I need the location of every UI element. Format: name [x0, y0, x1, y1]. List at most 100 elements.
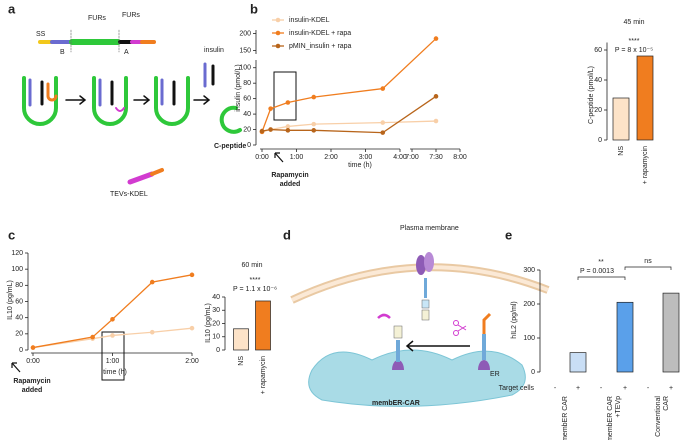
shape — [457, 324, 467, 332]
point — [311, 128, 317, 133]
y-tick-label: 20 — [243, 126, 251, 133]
bar — [616, 301, 634, 373]
y-tick-label: 40 — [212, 294, 220, 301]
shape — [308, 349, 526, 407]
x-tick-label: 0:00 — [255, 154, 269, 161]
label: Plasma membrane — [400, 225, 459, 232]
label: C-peptide — [214, 143, 246, 150]
label: insulin — [204, 47, 224, 54]
annotation: **** — [629, 38, 640, 45]
panel-labels: a b c d e — [8, 1, 512, 242]
annotation: added — [22, 387, 43, 394]
category-label: - — [600, 385, 603, 392]
bar — [255, 300, 271, 351]
label: FURs — [88, 15, 106, 22]
y-axis-label: C-peptide (pmol/L) — [588, 66, 595, 124]
arrow — [274, 152, 284, 163]
y-axis-label: insulin (pmol/L) — [235, 64, 242, 111]
shape — [453, 320, 459, 326]
bar — [612, 97, 630, 141]
point — [380, 120, 386, 125]
shape — [416, 255, 426, 275]
point — [285, 128, 291, 133]
series-line — [32, 327, 193, 349]
bracket — [577, 276, 626, 280]
arrow-head — [274, 152, 280, 158]
x-tick-label: 1:00 — [290, 154, 304, 161]
shape — [127, 171, 155, 185]
y-axis-label: IL10 (pg/mL) — [205, 303, 212, 343]
point — [311, 121, 317, 127]
shape — [424, 252, 434, 272]
y-tick-label: 60 — [15, 298, 23, 305]
legend-label: insulin-KDEL + rapa — [289, 30, 351, 37]
shape — [421, 299, 430, 309]
shape — [115, 107, 125, 112]
series-line — [261, 38, 437, 133]
y-tick-label: 0 — [216, 347, 220, 354]
point — [433, 94, 439, 99]
y-tick-label: 80 — [243, 80, 251, 87]
shape — [377, 313, 391, 319]
y-tick-label: 0 — [19, 347, 23, 354]
y-tick-label: 120 — [11, 250, 23, 257]
point — [149, 279, 155, 285]
legend-marker — [275, 17, 281, 23]
category-label: - — [554, 385, 557, 392]
chart-title: 60 min — [241, 262, 262, 269]
y-tick-label: 300 — [523, 267, 535, 274]
annotation: ** — [598, 259, 604, 266]
label: SS — [36, 31, 46, 38]
bracket — [624, 266, 672, 270]
y-tick-label: 150 — [239, 47, 251, 54]
y-axis-label: IL10 (pg/mL) — [7, 280, 14, 320]
x-axis-label: time (h) — [348, 162, 372, 169]
annotation: Rapamycin — [271, 172, 308, 179]
point — [149, 329, 155, 335]
annotation: **** — [250, 277, 261, 284]
point — [90, 334, 95, 340]
category-label: + rapamycin — [642, 146, 649, 184]
shape — [482, 312, 492, 334]
shape — [405, 340, 414, 352]
y-tick-label: 200 — [239, 30, 251, 37]
x-tick-label: 3:00 — [359, 154, 373, 161]
label: ER — [490, 371, 500, 378]
shape — [393, 325, 403, 339]
shape — [46, 82, 58, 102]
category-label: + rapamycin — [260, 356, 267, 394]
y-tick-label: 0 — [247, 142, 251, 149]
point — [380, 130, 386, 135]
group-label: Conventional — [655, 396, 662, 437]
shape — [22, 76, 58, 126]
y-tick-label: 60 — [594, 47, 602, 54]
label: B — [60, 49, 65, 56]
y-tick-label: 40 — [15, 315, 23, 322]
point — [110, 333, 115, 338]
x-tick-label: 1:00 — [106, 358, 120, 365]
shape — [203, 95, 211, 105]
category-label: - — [647, 385, 650, 392]
point — [311, 94, 317, 100]
shape — [482, 334, 486, 360]
legend-marker — [275, 43, 281, 49]
shape — [154, 76, 190, 126]
y-tick-label: 100 — [239, 65, 251, 72]
y-tick-label: 60 — [243, 95, 251, 102]
y-tick-label: 0 — [598, 137, 602, 144]
point — [268, 106, 273, 111]
point — [259, 128, 265, 134]
highlight-box — [101, 331, 125, 381]
point — [189, 272, 195, 278]
y-tick-label: 100 — [11, 266, 23, 273]
shape — [150, 168, 164, 176]
shape — [453, 330, 459, 336]
point — [433, 118, 439, 124]
x-tick-label: 7:30 — [429, 154, 443, 161]
group-label: +TEVp — [615, 396, 622, 418]
x-tick-label: 0:00 — [26, 358, 40, 365]
group-label: membER CAR — [562, 396, 569, 440]
category-label: + — [623, 385, 627, 392]
shape — [92, 76, 128, 126]
